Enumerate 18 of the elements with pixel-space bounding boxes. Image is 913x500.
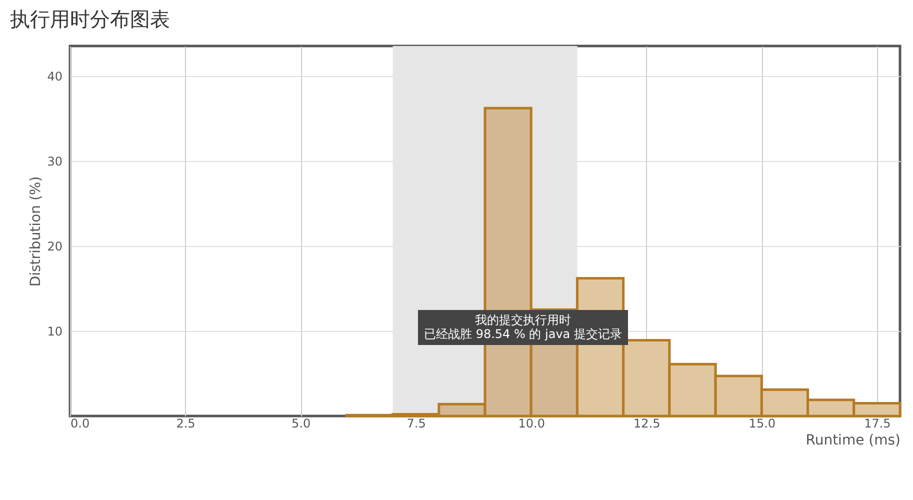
y-tick-label: 20	[47, 239, 62, 254]
x-tick-label: 17.5	[864, 416, 891, 430]
x-tick-label: 12.5	[634, 416, 660, 430]
x-tick-label: 2.5	[176, 416, 196, 430]
x-tick-label: 0.0	[70, 416, 90, 430]
tooltip-box: 我的提交执行用时 已经战胜 98.54 % 的 java 提交记录	[418, 310, 628, 345]
annotation: 我的提交执行用时	[474, 313, 572, 327]
x-tick-label: 10.0	[518, 416, 545, 430]
y-axis-title: Distribution (%)	[28, 176, 44, 287]
y-tick-label: 40	[47, 69, 62, 84]
annotation: 已经战胜 98.54 % 的 java 提交记录	[423, 327, 623, 341]
x-tick-label: 5.0	[292, 416, 311, 430]
x-tick-label: 7.5	[406, 416, 426, 430]
x-axis-title: Runtime (ms)	[806, 432, 900, 448]
y-tick-label: 30	[47, 154, 62, 168]
x-tick-label: 15.0	[748, 416, 776, 430]
chart-title: 执行用时分布图表	[10, 7, 170, 31]
y-tick-label: 10	[47, 324, 62, 338]
